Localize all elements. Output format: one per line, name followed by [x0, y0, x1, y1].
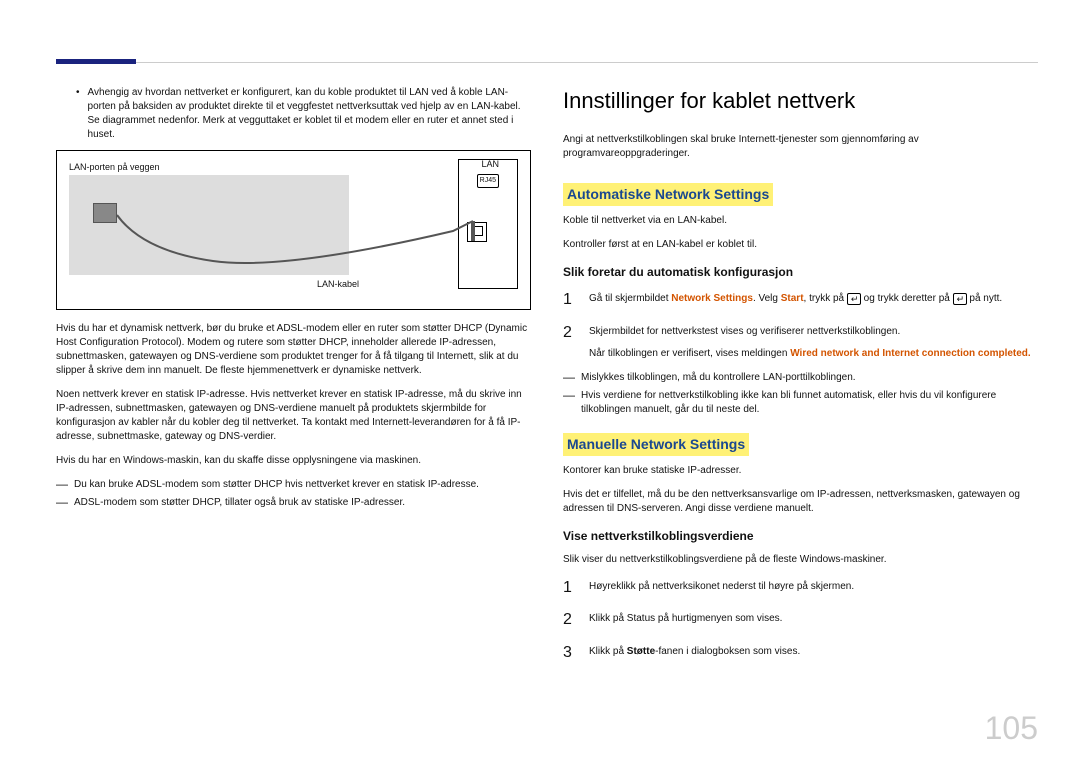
- wall-port-label: LAN-porten på veggen: [69, 161, 160, 174]
- bold-text: Støtte: [627, 646, 655, 657]
- dash-icon: ―: [563, 389, 575, 417]
- bullet-text-1: Avhengig av hvordan nettverket er konfig…: [88, 87, 521, 112]
- paragraph: Kontorer kan bruke statiske IP-adresser.: [563, 464, 1038, 478]
- dash-item: ― Mislykkes tilkoblingen, må du kontroll…: [563, 371, 1038, 385]
- step-text: -fanen i dialogboksen som vises.: [655, 646, 800, 657]
- step-body: Klikk på Status på hurtigmenyen som vise…: [589, 609, 1038, 631]
- step-body: Klikk på Støtte-fanen i dialogboksen som…: [589, 642, 1038, 664]
- step-item: 3 Klikk på Støtte-fanen i dialogboksen s…: [563, 642, 1038, 664]
- left-column: • Avhengig av hvordan nettverket er konf…: [56, 86, 531, 674]
- lan-diagram: LAN-porten på veggen LAN RJ45 LAN-kabel: [56, 150, 531, 310]
- highlight-text: Network Settings: [671, 293, 753, 304]
- step-body: Gå til skjermbildet Network Settings. Ve…: [589, 289, 1038, 311]
- step-item: 2 Skjermbildet for nettverkstest vises o…: [563, 322, 1038, 361]
- step-text: , trykk på: [804, 293, 847, 304]
- dash-text: ADSL-modem som støtter DHCP, tillater og…: [74, 496, 405, 510]
- enter-button-icon: [847, 293, 861, 305]
- sub-heading-manual: Vise nettverkstilkoblingsverdiene: [563, 528, 1038, 545]
- step-number: 1: [563, 577, 577, 599]
- dash-text: Hvis verdiene for nettverkstilkobling ik…: [581, 389, 1038, 417]
- cable-label: LAN-kabel: [317, 278, 359, 291]
- device-lan-label: LAN: [481, 158, 499, 171]
- page-title: Innstillinger for kablet nettverk: [563, 86, 1038, 117]
- page-content: • Avhengig av hvordan nettverket er konf…: [56, 86, 1038, 674]
- step-body: Høyreklikk på nettverksikonet nederst ti…: [589, 577, 1038, 599]
- dash-item: ― Du kan bruke ADSL-modem som støtter DH…: [56, 478, 531, 492]
- dash-text: Mislykkes tilkoblingen, må du kontroller…: [581, 371, 856, 385]
- right-column: Innstillinger for kablet nettverk Angi a…: [563, 86, 1038, 674]
- header-accent: [56, 59, 136, 64]
- dash-icon: ―: [56, 478, 68, 492]
- paragraph: Hvis du har et dynamisk nettverk, bør du…: [56, 322, 531, 378]
- header-rule: [56, 62, 1038, 63]
- step-note: Når tilkoblingen er verifisert, vises me…: [589, 348, 790, 359]
- paragraph: Slik viser du nettverkstilkoblingsverdie…: [563, 553, 1038, 567]
- enter-button-icon: [953, 293, 967, 305]
- dash-item: ― ADSL-modem som støtter DHCP, tillater …: [56, 496, 531, 510]
- bullet-item: • Avhengig av hvordan nettverket er konf…: [56, 86, 531, 142]
- highlight-text: Wired network and Internet connection co…: [790, 348, 1031, 359]
- dash-text: Du kan bruke ADSL-modem som støtter DHCP…: [74, 478, 479, 492]
- section-heading-auto: Automatiske Network Settings: [563, 183, 773, 207]
- step-number: 2: [563, 322, 577, 361]
- dash-item: ― Hvis verdiene for nettverkstilkobling …: [563, 389, 1038, 417]
- dash-icon: ―: [563, 371, 575, 385]
- cable-line-icon: [113, 211, 483, 291]
- bullet-dot: •: [76, 86, 80, 142]
- step-body: Skjermbildet for nettverkstest vises og …: [589, 322, 1038, 361]
- step-item: 1 Høyreklikk på nettverksikonet nederst …: [563, 577, 1038, 599]
- paragraph: Hvis det er tilfellet, må du be den nett…: [563, 488, 1038, 516]
- step-text: Gå til skjermbildet: [589, 293, 671, 304]
- paragraph: Noen nettverk krever en statisk IP-adres…: [56, 388, 531, 444]
- step-text: Klikk på: [589, 646, 627, 657]
- step-item: 1 Gå til skjermbildet Network Settings. …: [563, 289, 1038, 311]
- paragraph: Kontroller først at en LAN-kabel er kobl…: [563, 238, 1038, 252]
- paragraph: Hvis du har en Windows-maskin, kan du sk…: [56, 454, 531, 468]
- step-number: 2: [563, 609, 577, 631]
- page-number: 105: [985, 710, 1038, 747]
- intro-paragraph: Angi at nettverkstilkoblingen skal bruke…: [563, 133, 1038, 161]
- highlight-text: Start: [781, 293, 804, 304]
- bullet-text-1b: Se diagrammet nedenfor. Merk at veggutta…: [88, 115, 514, 140]
- step-text: på nytt.: [967, 293, 1003, 304]
- dash-icon: ―: [56, 496, 68, 510]
- sub-heading-auto: Slik foretar du automatisk konfigurasjon: [563, 264, 1038, 281]
- device-rj45-label: RJ45: [477, 174, 499, 188]
- paragraph: Koble til nettverket via en LAN-kabel.: [563, 214, 1038, 228]
- bullet-text: Avhengig av hvordan nettverket er konfig…: [88, 86, 531, 142]
- step-number: 3: [563, 642, 577, 664]
- step-text: . Velg: [753, 293, 781, 304]
- section-heading-manual: Manuelle Network Settings: [563, 433, 749, 457]
- step-text: og trykk deretter på: [861, 293, 953, 304]
- step-text: Skjermbildet for nettverkstest vises og …: [589, 326, 900, 337]
- step-number: 1: [563, 289, 577, 311]
- step-item: 2 Klikk på Status på hurtigmenyen som vi…: [563, 609, 1038, 631]
